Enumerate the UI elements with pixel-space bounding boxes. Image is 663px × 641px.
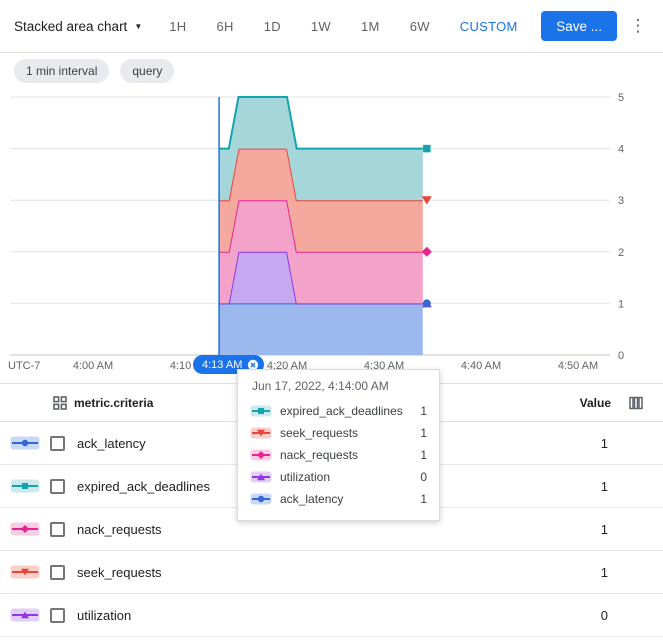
more-options-icon[interactable]: ⋮ bbox=[629, 16, 647, 35]
area-nack_requests[interactable] bbox=[219, 200, 423, 304]
tooltip-series-name: expired_ack_deadlines bbox=[280, 404, 403, 418]
marker-expired_ack_deadlines bbox=[423, 144, 431, 153]
time-range-1h[interactable]: 1H bbox=[154, 11, 201, 42]
tooltip-series-value: 0 bbox=[420, 470, 427, 484]
row-checkbox[interactable] bbox=[50, 478, 65, 494]
series-name: nack_requests bbox=[77, 521, 162, 537]
tooltip-series-name: nack_requests bbox=[280, 448, 359, 462]
x-tick-label: 4:00 AM bbox=[73, 360, 113, 372]
row-checkbox[interactable] bbox=[50, 564, 65, 580]
time-selection-label: 4:13 AM bbox=[202, 358, 243, 371]
series-name: utilization bbox=[77, 607, 132, 623]
tooltip-series-value: 1 bbox=[420, 492, 427, 506]
tooltip-row: ack_latency 1 bbox=[250, 488, 427, 510]
series-swatch-icon bbox=[250, 493, 272, 505]
chart-type-dropdown[interactable]: Stacked area chart ▼ bbox=[14, 19, 142, 34]
tooltip-series-name: utilization bbox=[280, 470, 331, 484]
save-button[interactable]: Save ... bbox=[541, 11, 617, 41]
time-range-1w[interactable]: 1W bbox=[296, 11, 346, 42]
series-name: seek_requests bbox=[77, 564, 162, 580]
row-checkbox[interactable] bbox=[50, 521, 65, 537]
value-header-label: Value bbox=[579, 395, 611, 410]
tooltip-series-value: 1 bbox=[420, 426, 427, 440]
chart-toolbar: Stacked area chart ▼ 1H 6H 1D 1W 1M 6W C… bbox=[0, 0, 663, 53]
area-ack_latency[interactable] bbox=[219, 303, 423, 355]
tooltip-timestamp: Jun 17, 2022, 4:14:00 AM bbox=[252, 379, 389, 393]
area-utilization[interactable] bbox=[219, 251, 423, 304]
utc-label: UTC-7 bbox=[8, 360, 40, 372]
time-range-1m[interactable]: 1M bbox=[346, 11, 395, 42]
series-name: ack_latency bbox=[77, 435, 146, 451]
tooltip-row: utilization 0 bbox=[250, 466, 427, 488]
series-swatch-icon bbox=[10, 565, 40, 579]
marker-ack_latency bbox=[422, 299, 431, 308]
row-checkbox[interactable] bbox=[50, 607, 65, 623]
chart-tooltip: Jun 17, 2022, 4:14:00 AM expired_ack_dea… bbox=[237, 369, 440, 521]
stacked-area-chart[interactable]: 0 1 2 3 4 5 UTC-7 4:00 AM 4:10 AM 4:20 AM 4:30 AM 4… bbox=[0, 88, 663, 380]
y-tick-label: 3 bbox=[618, 195, 624, 207]
row-checkbox[interactable] bbox=[50, 435, 65, 451]
remove-time-selection-icon[interactable] bbox=[247, 359, 259, 371]
series-swatch-icon bbox=[10, 608, 40, 622]
legend-row-utilization[interactable]: utilization 0 bbox=[0, 594, 663, 637]
series-value: 1 bbox=[600, 564, 608, 580]
series-value: 0 bbox=[600, 607, 608, 623]
column-display-icon[interactable] bbox=[629, 396, 643, 410]
legend-row-seek-requests[interactable]: seek_requests 1 bbox=[0, 551, 663, 594]
query-chip[interactable]: query bbox=[120, 58, 175, 83]
chevron-down-icon: ▼ bbox=[134, 21, 143, 31]
metric-header-label: metric.criteria bbox=[74, 395, 154, 410]
x-tick-label: 4:50 AM bbox=[558, 360, 598, 372]
filter-chips-row: 1 min interval query bbox=[0, 53, 663, 88]
marker-nack_requests bbox=[421, 246, 432, 257]
tooltip-series-name: ack_latency bbox=[280, 492, 344, 506]
y-tick-label: 1 bbox=[618, 298, 624, 310]
time-range-6w[interactable]: 6W bbox=[395, 11, 445, 42]
series-name: expired_ack_deadlines bbox=[77, 478, 210, 494]
series-swatch-icon bbox=[10, 522, 40, 536]
marker-seek_requests bbox=[421, 196, 432, 205]
chart-type-label: Stacked area chart bbox=[14, 18, 128, 34]
series-swatch-icon bbox=[10, 436, 40, 450]
tooltip-series-value: 1 bbox=[420, 448, 427, 462]
time-range-6h[interactable]: 6H bbox=[201, 11, 248, 42]
metric-header: metric.criteria bbox=[53, 396, 153, 410]
series-swatch-icon bbox=[250, 427, 272, 439]
y-tick-label: 0 bbox=[618, 350, 624, 362]
time-range-custom[interactable]: CUSTOM bbox=[445, 11, 533, 42]
series-swatch-icon bbox=[250, 405, 272, 417]
legend-grid-icon bbox=[53, 395, 67, 410]
series-swatch-icon bbox=[10, 479, 40, 493]
series-swatch-icon bbox=[250, 449, 272, 461]
tooltip-row: nack_requests 1 bbox=[250, 444, 427, 466]
y-tick-label: 5 bbox=[618, 92, 624, 104]
series-value: 1 bbox=[600, 478, 608, 494]
tooltip-series-value: 1 bbox=[420, 404, 427, 418]
y-tick-label: 2 bbox=[618, 247, 624, 259]
time-range-group: 1H 6H 1D 1W 1M 6W CUSTOM bbox=[154, 11, 532, 42]
tooltip-series-name: seek_requests bbox=[280, 426, 359, 440]
y-tick-label: 4 bbox=[618, 144, 624, 156]
tooltip-row: seek_requests 1 bbox=[250, 422, 427, 444]
x-tick-label: 4:40 AM bbox=[461, 360, 501, 372]
interval-chip[interactable]: 1 min interval bbox=[14, 58, 110, 83]
series-value: 1 bbox=[600, 521, 608, 537]
tooltip-row: expired_ack_deadlines 1 bbox=[250, 400, 427, 422]
series-swatch-icon bbox=[250, 471, 272, 483]
line-expired_ack_deadlines bbox=[219, 96, 423, 150]
time-range-1d[interactable]: 1D bbox=[249, 11, 296, 42]
series-value: 1 bbox=[600, 435, 608, 451]
